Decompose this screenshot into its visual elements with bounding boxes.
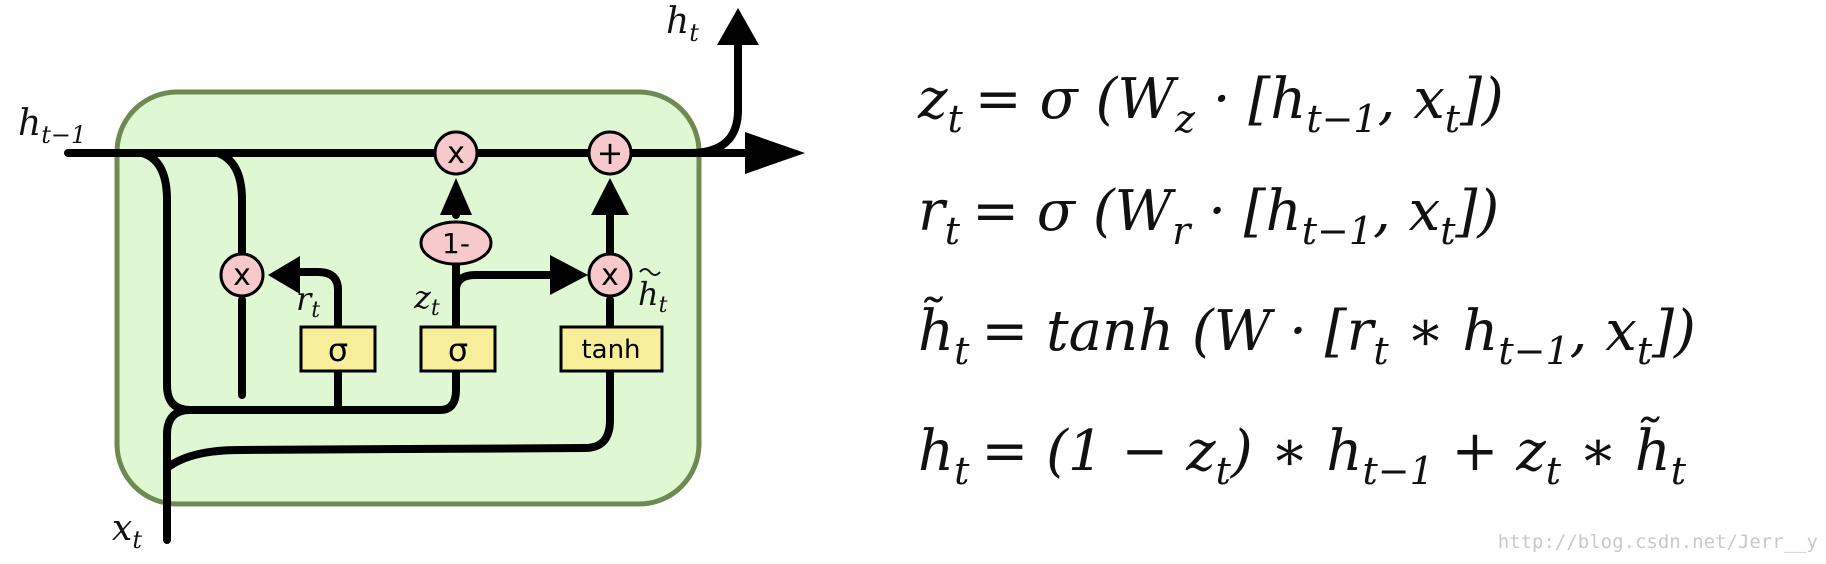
svg-text:rt= σ (Wr · [ht−1, xt]): rt = σ (Wr · [ht−1, xt]): [918, 179, 1499, 253]
label-r-t: rt: [296, 280, 320, 323]
tanh-gate-label: tanh: [581, 335, 640, 365]
multiply-top-label: x: [447, 136, 465, 171]
output-up-line: [686, 41, 742, 157]
one-minus-arrowhead: [440, 178, 472, 215]
reset-gate-box: σ: [299, 325, 377, 373]
svg-text:ht: ht: [638, 275, 668, 318]
update-gate-label: σ: [448, 331, 468, 369]
svg-text:ht: ht: [666, 1, 699, 47]
svg-text:zt: zt: [413, 278, 440, 321]
multiply-top-op: x: [433, 130, 479, 176]
label-h-tilde: ht: [638, 268, 668, 318]
one-minus-op: 1-: [419, 220, 493, 266]
one-minus-label: 1-: [442, 227, 470, 260]
zt-arrowhead: [550, 255, 588, 295]
gru-cell-box: [114, 89, 702, 507]
multiply-reset-label: x: [233, 258, 251, 293]
reset-gate-label: σ: [328, 331, 348, 369]
tilde-arrowhead: [591, 178, 629, 215]
multiply-tilde-op: x: [587, 252, 633, 298]
multiply-tilde-label: x: [601, 258, 619, 293]
rt-line: [296, 268, 342, 334]
hprev-branch-left: [138, 149, 460, 414]
label-h-prev: ht−1: [18, 103, 86, 149]
svg-text:xt: xt: [112, 508, 142, 554]
output-up-arrowhead: [717, 8, 759, 45]
zt-to-tilde: [452, 271, 554, 294]
xt-spread-line: [163, 368, 614, 472]
tanh-gate-box: tanh: [559, 325, 664, 373]
hidden-output-arrowhead: [745, 132, 805, 174]
add-top-op: +: [587, 130, 633, 176]
equation-hidden-state: ht = (1 − zt) ∗ ht−1 + zt ∗ h̃t: [918, 416, 1687, 493]
svg-text:h̃t= tanh (W · [rt ∗ ht−1, xt]: h̃t = tanh (W · [rt ∗ ht−1, xt]): [918, 296, 1696, 373]
hprev-branch-reset: [214, 149, 246, 264]
rt-arrowhead: [268, 256, 300, 294]
equation-update-gate: zt = σ (Wz · [ht−1, xt]): [917, 67, 1504, 141]
add-top-label: +: [597, 134, 624, 172]
equation-reset-gate: rt = σ (Wr · [ht−1, xt]): [918, 179, 1499, 253]
svg-text:rt: rt: [296, 280, 320, 323]
xt-input-line: [163, 406, 194, 544]
equation-candidate-state: h̃t = tanh (W · [rt ∗ ht−1, xt]): [918, 296, 1696, 373]
label-h-out: ht: [666, 1, 699, 47]
label-x-in: xt: [112, 508, 142, 554]
label-z-t: zt: [413, 278, 440, 321]
watermark: http://blog.csdn.net/Jerr__y: [1498, 531, 1818, 553]
svg-text:ht−1: ht−1: [18, 103, 86, 149]
update-gate-box: σ: [419, 325, 497, 373]
svg-text:zt= σ (Wz · [ht−1, xt]): zt = σ (Wz · [ht−1, xt]): [917, 67, 1504, 141]
multiply-reset-op: x: [219, 252, 265, 298]
svg-text:ht= (1 − zt) ∗ ht−1 + zt ∗ h̃t: ht = (1 − zt) ∗ ht−1 + zt ∗ h̃t: [918, 416, 1687, 493]
